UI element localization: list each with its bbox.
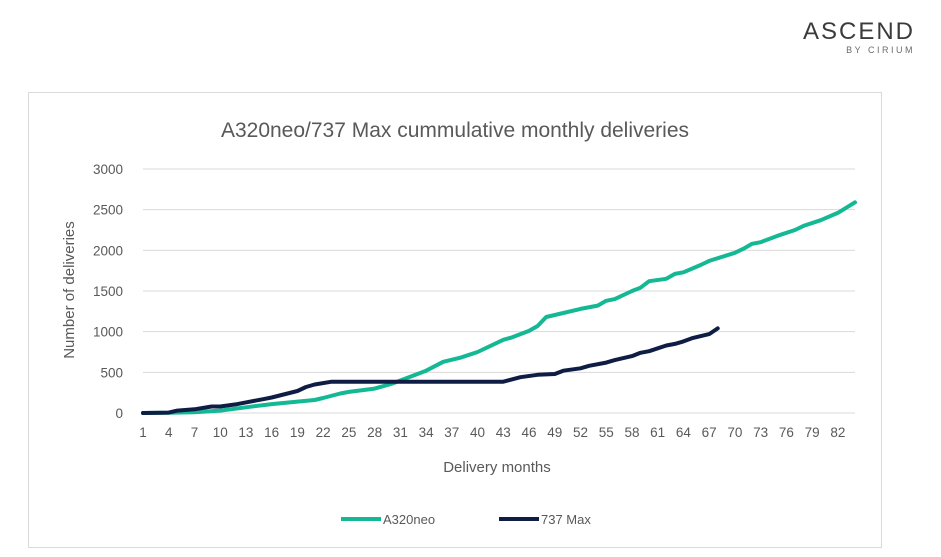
legend-label: A320neo	[383, 512, 435, 527]
brand-subtitle: BY CIRIUM	[846, 45, 915, 55]
y-tick-label: 1500	[93, 284, 123, 299]
x-tick-label: 55	[599, 425, 614, 440]
x-tick-label: 31	[393, 425, 408, 440]
x-tick-label: 79	[805, 425, 820, 440]
x-tick-label: 61	[650, 425, 665, 440]
x-tick-label: 1	[139, 425, 147, 440]
brand-logo: ASCEND BY CIRIUM	[803, 18, 915, 55]
x-tick-label: 22	[316, 425, 331, 440]
y-tick-label: 500	[100, 365, 123, 380]
x-tick-label: 19	[290, 425, 305, 440]
x-tick-label: 82	[830, 425, 845, 440]
x-tick-label: 13	[238, 425, 253, 440]
legend: A320neo 737 Max	[341, 512, 591, 527]
x-tick-label: 37	[444, 425, 459, 440]
x-tick-label: 76	[779, 425, 794, 440]
y-tick-label: 2000	[93, 243, 123, 258]
x-tick-label: 7	[191, 425, 199, 440]
y-tick-label: 3000	[93, 162, 123, 177]
x-tick-label: 28	[367, 425, 382, 440]
chart-frame: A320neo/737 Max cummulative monthly deli…	[28, 92, 882, 548]
brand-name: ASCEND	[802, 18, 915, 45]
series-line-737-max	[141, 326, 720, 415]
y-axis-label: Number of deliveries	[61, 221, 78, 359]
x-tick-label: 52	[573, 425, 588, 440]
y-tick-label: 0	[115, 406, 123, 421]
x-tick-label: 70	[727, 425, 742, 440]
x-tick-label: 4	[165, 425, 173, 440]
x-tick-label: 46	[522, 425, 537, 440]
series-line-a320neo	[141, 200, 857, 415]
x-axis-label: Delivery months	[443, 459, 551, 476]
x-tick-label: 16	[264, 425, 279, 440]
x-tick-label: 64	[676, 425, 692, 440]
x-tick-label: 58	[624, 425, 639, 440]
x-tick-label: 10	[213, 425, 228, 440]
x-tick-label: 43	[496, 425, 511, 440]
y-tick-label: 1000	[93, 325, 123, 340]
x-tick-label: 34	[419, 425, 435, 440]
y-tick-label: 2500	[93, 203, 123, 218]
line-chart: A320neo/737 Max cummulative monthly deli…	[61, 119, 857, 527]
x-tick-label: 25	[341, 425, 356, 440]
legend-label: 737 Max	[541, 512, 591, 527]
chart-title: A320neo/737 Max cummulative monthly deli…	[221, 119, 689, 142]
x-tick-label: 49	[547, 425, 562, 440]
x-tick-label: 67	[702, 425, 717, 440]
x-tick-label: 73	[753, 425, 768, 440]
x-tick-label: 40	[470, 425, 485, 440]
